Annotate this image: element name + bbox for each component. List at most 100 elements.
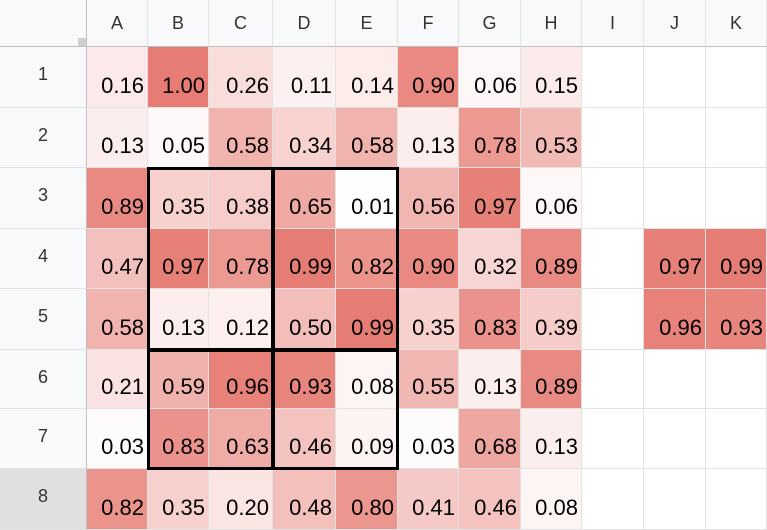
cell-h7[interactable]: 0.13 bbox=[521, 409, 582, 469]
cell-j7[interactable] bbox=[644, 409, 706, 469]
cell-e2[interactable]: 0.58 bbox=[336, 108, 398, 168]
cell-a2[interactable]: 0.13 bbox=[87, 108, 148, 168]
row-header-2[interactable]: 2 bbox=[0, 108, 87, 168]
column-header-a[interactable]: A bbox=[87, 0, 148, 47]
cell-b7[interactable]: 0.83 bbox=[148, 409, 209, 469]
cell-b6[interactable]: 0.59 bbox=[148, 350, 209, 409]
cell-a5[interactable]: 0.58 bbox=[87, 289, 148, 350]
cell-d2[interactable]: 0.34 bbox=[273, 108, 336, 168]
cell-b8[interactable]: 0.35 bbox=[148, 469, 209, 530]
cell-k4[interactable]: 0.99 bbox=[706, 229, 767, 289]
row-header-6[interactable]: 6 bbox=[0, 350, 87, 409]
cell-g7[interactable]: 0.68 bbox=[459, 409, 521, 469]
row-header-5[interactable]: 5 bbox=[0, 289, 87, 350]
cell-c1[interactable]: 0.26 bbox=[209, 47, 273, 108]
cell-k7[interactable] bbox=[706, 409, 767, 469]
cell-g3[interactable]: 0.97 bbox=[459, 168, 521, 229]
row-header-8[interactable]: 8 bbox=[0, 469, 87, 530]
cell-g8[interactable]: 0.46 bbox=[459, 469, 521, 530]
cell-j8[interactable] bbox=[644, 469, 706, 530]
cell-f7[interactable]: 0.03 bbox=[398, 409, 459, 469]
cell-g5[interactable]: 0.83 bbox=[459, 289, 521, 350]
cell-h1[interactable]: 0.15 bbox=[521, 47, 582, 108]
cell-g1[interactable]: 0.06 bbox=[459, 47, 521, 108]
cell-h8[interactable]: 0.08 bbox=[521, 469, 582, 530]
cell-d7[interactable]: 0.46 bbox=[273, 409, 336, 469]
cell-h3[interactable]: 0.06 bbox=[521, 168, 582, 229]
row-header-4[interactable]: 4 bbox=[0, 229, 87, 289]
cell-e3[interactable]: 0.01 bbox=[336, 168, 398, 229]
cell-c4[interactable]: 0.78 bbox=[209, 229, 273, 289]
cell-b3[interactable]: 0.35 bbox=[148, 168, 209, 229]
cell-e8[interactable]: 0.80 bbox=[336, 469, 398, 530]
cell-c8[interactable]: 0.20 bbox=[209, 469, 273, 530]
select-all-corner[interactable] bbox=[0, 0, 87, 47]
cell-b2[interactable]: 0.05 bbox=[148, 108, 209, 168]
column-header-h[interactable]: H bbox=[521, 0, 582, 47]
cell-i3[interactable] bbox=[582, 168, 644, 229]
cell-f1[interactable]: 0.90 bbox=[398, 47, 459, 108]
cell-c3[interactable]: 0.38 bbox=[209, 168, 273, 229]
cell-c5[interactable]: 0.12 bbox=[209, 289, 273, 350]
column-header-d[interactable]: D bbox=[273, 0, 336, 47]
cell-i1[interactable] bbox=[582, 47, 644, 108]
cell-b4[interactable]: 0.97 bbox=[148, 229, 209, 289]
cell-e4[interactable]: 0.82 bbox=[336, 229, 398, 289]
row-header-1[interactable]: 1 bbox=[0, 47, 87, 108]
cell-j1[interactable] bbox=[644, 47, 706, 108]
column-header-g[interactable]: G bbox=[459, 0, 521, 47]
column-header-f[interactable]: F bbox=[398, 0, 459, 47]
cell-i7[interactable] bbox=[582, 409, 644, 469]
cell-a8[interactable]: 0.82 bbox=[87, 469, 148, 530]
column-header-b[interactable]: B bbox=[148, 0, 209, 47]
cell-b1[interactable]: 1.00 bbox=[148, 47, 209, 108]
cell-k5[interactable]: 0.93 bbox=[706, 289, 767, 350]
cell-f5[interactable]: 0.35 bbox=[398, 289, 459, 350]
cell-a6[interactable]: 0.21 bbox=[87, 350, 148, 409]
cell-j5[interactable]: 0.96 bbox=[644, 289, 706, 350]
column-header-c[interactable]: C bbox=[209, 0, 273, 47]
cell-f4[interactable]: 0.90 bbox=[398, 229, 459, 289]
cell-k8[interactable] bbox=[706, 469, 767, 530]
cell-f2[interactable]: 0.13 bbox=[398, 108, 459, 168]
cell-g2[interactable]: 0.78 bbox=[459, 108, 521, 168]
cell-i8[interactable] bbox=[582, 469, 644, 530]
cell-i5[interactable] bbox=[582, 289, 644, 350]
cell-d6[interactable]: 0.93 bbox=[273, 350, 336, 409]
cell-d8[interactable]: 0.48 bbox=[273, 469, 336, 530]
cell-k2[interactable] bbox=[706, 108, 767, 168]
column-header-k[interactable]: K bbox=[706, 0, 767, 47]
cell-e5[interactable]: 0.99 bbox=[336, 289, 398, 350]
cell-j4[interactable]: 0.97 bbox=[644, 229, 706, 289]
row-header-3[interactable]: 3 bbox=[0, 168, 87, 229]
cell-f6[interactable]: 0.55 bbox=[398, 350, 459, 409]
cell-h5[interactable]: 0.39 bbox=[521, 289, 582, 350]
cell-j6[interactable] bbox=[644, 350, 706, 409]
column-header-j[interactable]: J bbox=[644, 0, 706, 47]
cell-h4[interactable]: 0.89 bbox=[521, 229, 582, 289]
cell-f8[interactable]: 0.41 bbox=[398, 469, 459, 530]
cell-h6[interactable]: 0.89 bbox=[521, 350, 582, 409]
cell-g6[interactable]: 0.13 bbox=[459, 350, 521, 409]
cell-i6[interactable] bbox=[582, 350, 644, 409]
cell-b5[interactable]: 0.13 bbox=[148, 289, 209, 350]
cell-g4[interactable]: 0.32 bbox=[459, 229, 521, 289]
cell-k3[interactable] bbox=[706, 168, 767, 229]
column-header-e[interactable]: E bbox=[336, 0, 398, 47]
cell-a1[interactable]: 0.16 bbox=[87, 47, 148, 108]
cell-i2[interactable] bbox=[582, 108, 644, 168]
cell-f3[interactable]: 0.56 bbox=[398, 168, 459, 229]
cell-a4[interactable]: 0.47 bbox=[87, 229, 148, 289]
cell-h2[interactable]: 0.53 bbox=[521, 108, 582, 168]
cell-a7[interactable]: 0.03 bbox=[87, 409, 148, 469]
cell-a3[interactable]: 0.89 bbox=[87, 168, 148, 229]
cell-e1[interactable]: 0.14 bbox=[336, 47, 398, 108]
cell-e7[interactable]: 0.09 bbox=[336, 409, 398, 469]
cell-d1[interactable]: 0.11 bbox=[273, 47, 336, 108]
cell-c2[interactable]: 0.58 bbox=[209, 108, 273, 168]
cell-i4[interactable] bbox=[582, 229, 644, 289]
column-header-i[interactable]: I bbox=[582, 0, 644, 47]
cell-c6[interactable]: 0.96 bbox=[209, 350, 273, 409]
cell-d5[interactable]: 0.50 bbox=[273, 289, 336, 350]
